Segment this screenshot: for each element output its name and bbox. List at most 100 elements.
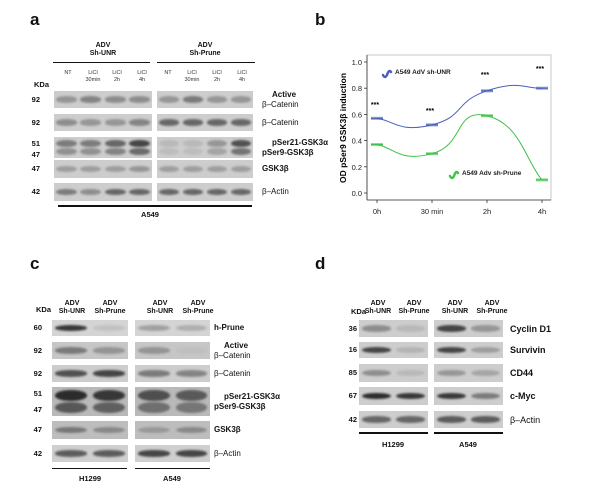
protein-band bbox=[104, 165, 126, 173]
x-tick-label: 0h bbox=[373, 207, 381, 216]
blot-strip bbox=[52, 387, 128, 416]
y-tick-label: 0.4 bbox=[352, 137, 362, 146]
lane-label-line2: Sh-UNR bbox=[146, 308, 174, 315]
protein-band bbox=[80, 188, 102, 196]
protein-band bbox=[206, 139, 228, 148]
lane-label: ADV Sh-Prune bbox=[472, 300, 512, 316]
protein-band bbox=[206, 119, 228, 126]
protein-label: pSer21-GSK3α pSer9-GSK3β bbox=[262, 138, 328, 158]
kda-value: 47 bbox=[33, 425, 42, 434]
blot-strip bbox=[434, 411, 503, 428]
protein-band bbox=[436, 325, 466, 332]
kda-value: 47 bbox=[33, 404, 42, 414]
y-tick-label: 0.8 bbox=[352, 84, 362, 93]
y-axis-label: OD pSer9 GSK3β induction bbox=[338, 73, 348, 183]
protein-band bbox=[436, 392, 466, 400]
lane-label: LiCl 4h bbox=[222, 70, 262, 83]
protein-band bbox=[55, 139, 77, 148]
kda-value: 47 bbox=[31, 164, 40, 173]
kda-value: 42 bbox=[33, 448, 42, 458]
kda-value: 47 bbox=[31, 150, 40, 160]
protein-band bbox=[396, 347, 426, 353]
panel-label: b bbox=[315, 10, 326, 29]
lane-label-line1: LiCl bbox=[237, 70, 247, 76]
x-tick-label: 4h bbox=[538, 207, 546, 216]
protein-band bbox=[361, 347, 391, 353]
lane-label-line1: LiCl bbox=[187, 70, 197, 76]
protein-label: GSK3β bbox=[214, 425, 241, 435]
lane-label: LiCl 2h bbox=[197, 70, 237, 83]
kda-value: 92 bbox=[33, 345, 42, 355]
protein-band bbox=[396, 392, 426, 400]
lane-label: LiCl 2h bbox=[97, 70, 137, 83]
protein-label-line: β–Catenin bbox=[262, 99, 299, 109]
protein-band bbox=[471, 325, 501, 332]
protein-band bbox=[55, 390, 87, 401]
protein-band bbox=[175, 450, 207, 457]
protein-band bbox=[182, 96, 204, 103]
lane-label-line1: ADV bbox=[370, 300, 386, 307]
protein-label-line: pSer21-GSK3α bbox=[272, 137, 329, 147]
lane-label-line2: Sh-UNR bbox=[441, 308, 469, 315]
kda-value: 42 bbox=[31, 187, 40, 196]
protein-band bbox=[206, 165, 228, 173]
protein-band bbox=[158, 139, 180, 148]
blot-strip bbox=[157, 160, 253, 178]
lane-label: NT bbox=[148, 70, 188, 77]
kda-value: 51 bbox=[31, 138, 40, 148]
protein-band bbox=[129, 188, 151, 196]
kda-value: 67 bbox=[348, 391, 357, 400]
lane-label: LiCl 30min bbox=[172, 70, 212, 83]
kda-value: 36 bbox=[348, 323, 357, 333]
protein-band bbox=[93, 402, 125, 413]
protein-label: pSer21-GSK3α pSer9-GSK3β bbox=[214, 392, 280, 412]
protein-label-line: Active bbox=[224, 340, 249, 350]
blot-strip bbox=[434, 320, 503, 337]
kda-value: 16 bbox=[348, 345, 357, 354]
protein-label: Active β–Catenin bbox=[214, 341, 251, 361]
lane-label-line1: ADV bbox=[447, 300, 463, 307]
protein-label-line: CD44 bbox=[510, 368, 534, 378]
protein-label: h-Prune bbox=[214, 323, 244, 333]
cell-line-bar bbox=[52, 468, 127, 469]
protein-label-line: β–Actin bbox=[214, 448, 241, 458]
lane-label: LiCl 4h bbox=[122, 70, 162, 83]
lane-label-line2: Sh-Prune bbox=[476, 308, 508, 315]
legend-entry: A549 AdV sh-UNR bbox=[395, 69, 451, 76]
cell-line-label: A549 bbox=[459, 440, 477, 449]
lane-label-line2: Sh-UNR bbox=[364, 308, 392, 315]
protein-band bbox=[93, 370, 125, 377]
blot-strip bbox=[54, 114, 152, 131]
protein-band bbox=[55, 119, 77, 126]
protein-band bbox=[182, 119, 204, 126]
protein-band bbox=[206, 96, 228, 103]
kda-value: 92 bbox=[31, 117, 40, 127]
kda-value: 92 bbox=[31, 94, 40, 104]
protein-band bbox=[175, 390, 207, 401]
protein-label-line: pSer21-GSK3α bbox=[224, 391, 281, 401]
panel-label: d bbox=[315, 254, 326, 273]
lane-label-line2: 4h bbox=[238, 76, 246, 83]
blot-strip bbox=[157, 183, 253, 201]
protein-band bbox=[361, 325, 391, 332]
series-line bbox=[376, 114, 543, 181]
group-header-line: Sh-Prune bbox=[189, 50, 221, 57]
blot-strip bbox=[359, 387, 428, 405]
lane-label: ADV Sh-UNR bbox=[140, 300, 180, 316]
protein-band bbox=[55, 402, 87, 413]
lane-label: ADV Sh-Prune bbox=[90, 300, 130, 316]
kda-label: KDa bbox=[351, 307, 367, 316]
blot-strip bbox=[52, 421, 128, 439]
protein-band bbox=[471, 347, 501, 353]
protein-band bbox=[129, 147, 151, 156]
cell-line-bar bbox=[58, 205, 252, 207]
protein-band bbox=[55, 165, 77, 173]
blot-strip bbox=[135, 445, 210, 462]
protein-band bbox=[182, 147, 204, 156]
group-header-line: Sh-UNR bbox=[89, 50, 117, 57]
lane-label-line2: Sh-Prune bbox=[94, 308, 126, 315]
protein-label-line: pSer9-GSK3β bbox=[214, 401, 266, 411]
protein-band bbox=[436, 347, 466, 353]
protein-band bbox=[230, 96, 252, 103]
protein-band bbox=[436, 416, 466, 423]
